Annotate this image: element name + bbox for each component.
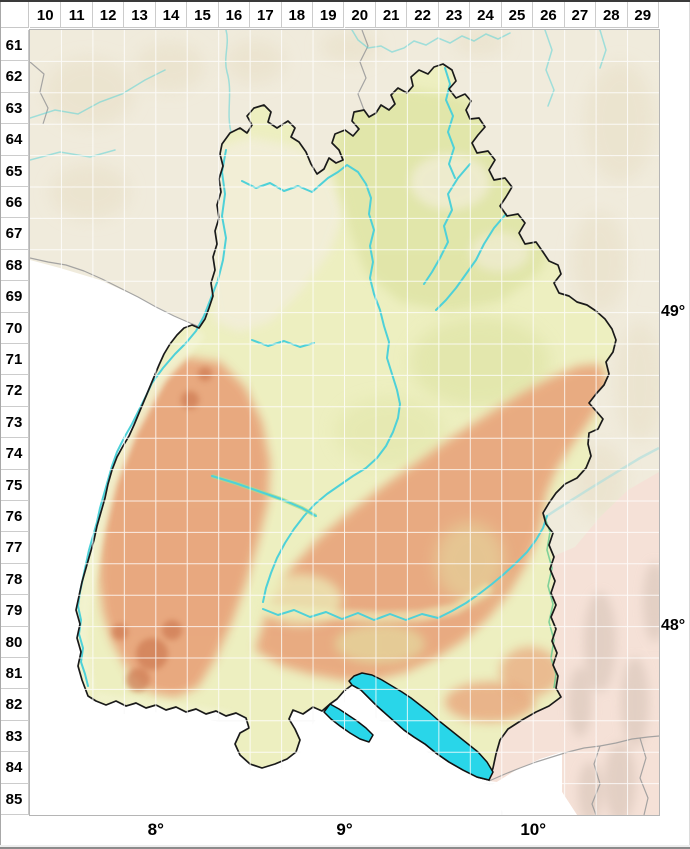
row-header-82: 82: [0, 689, 29, 721]
grid-corner-cell: [0, 2, 29, 28]
col-header-14: 14: [155, 2, 188, 28]
grid-lines: [30, 30, 659, 815]
row-header-83: 83: [0, 720, 29, 753]
col-header-16: 16: [218, 2, 251, 28]
state-border: [75, 63, 617, 781]
row-header-73: 73: [0, 406, 29, 439]
river-danube: [262, 515, 548, 621]
row-header-63: 63: [0, 92, 29, 125]
col-header-24: 24: [470, 2, 502, 28]
row-header-62: 62: [0, 61, 29, 93]
col-header-13: 13: [124, 2, 156, 28]
row-header-80: 80: [0, 626, 29, 658]
col-header-29: 29: [627, 2, 659, 28]
col-header-25: 25: [501, 2, 534, 28]
row-header-65: 65: [0, 155, 29, 187]
col-header-22: 22: [407, 2, 439, 28]
river-kocher: [435, 213, 507, 311]
rivers-outside: [30, 30, 659, 518]
row-header-78: 78: [0, 563, 29, 596]
map-frame: [29, 29, 660, 816]
lon-label-10: 10°: [520, 820, 547, 839]
row-header-68: 68: [0, 249, 29, 282]
col-header-19: 19: [313, 2, 345, 28]
lon-label-9: 9°: [336, 820, 353, 839]
row-header-79: 79: [0, 595, 29, 627]
col-header-20: 20: [344, 2, 376, 28]
row-header-84: 84: [0, 752, 29, 784]
row-header-69: 69: [0, 281, 29, 313]
lat-label-48: 48°: [661, 616, 686, 634]
row-header-85: 85: [0, 783, 29, 815]
lake-constance: [323, 672, 494, 781]
row-header-61: 61: [0, 30, 29, 62]
col-header-10: 10: [30, 2, 62, 28]
row-header-64: 64: [0, 124, 29, 156]
col-header-23: 23: [438, 2, 471, 28]
col-header-11: 11: [61, 2, 93, 28]
lon-label-8: 8°: [147, 820, 164, 839]
row-header-66: 66: [0, 187, 29, 219]
row-header-77: 77: [0, 532, 29, 564]
col-header-28: 28: [596, 2, 628, 28]
row-header-76: 76: [0, 501, 29, 533]
river-kinzig: [211, 475, 317, 517]
col-header-26: 26: [533, 2, 565, 28]
col-header-27: 27: [564, 2, 597, 28]
row-header-74: 74: [0, 438, 29, 470]
river-jagst: [423, 163, 471, 285]
lat-label-49: 49°: [661, 302, 686, 320]
col-header-12: 12: [92, 2, 125, 28]
row-header-71: 71: [0, 344, 29, 376]
row-header-75: 75: [0, 469, 29, 501]
row-header-81: 81: [0, 658, 29, 690]
row-header-67: 67: [0, 218, 29, 250]
col-header-17: 17: [250, 2, 282, 28]
row-header-72: 72: [0, 375, 29, 407]
col-header-18: 18: [281, 2, 314, 28]
col-header-15: 15: [187, 2, 219, 28]
col-header-21: 21: [375, 2, 408, 28]
row-header-70: 70: [0, 312, 29, 344]
